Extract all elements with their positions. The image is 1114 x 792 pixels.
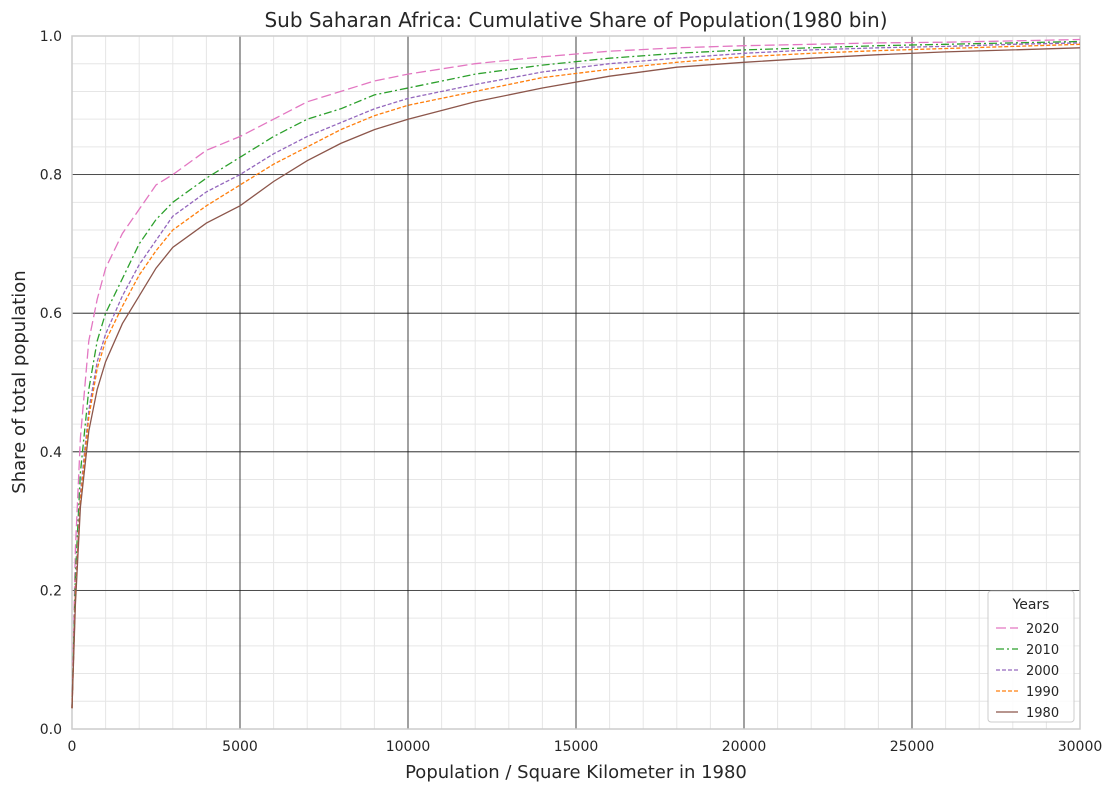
y-tick-label: 0.2 — [40, 583, 62, 599]
x-tick-label: 30000 — [1058, 739, 1103, 755]
plot-frame — [71, 35, 1081, 730]
y-tick-label: 0.8 — [40, 168, 62, 184]
x-tick-label: 15000 — [554, 739, 599, 755]
y-tick-label: 0.0 — [40, 722, 62, 738]
legend-box — [987, 590, 1075, 723]
legend-label-1980: 1980 — [1026, 706, 1059, 721]
y-tick-label: 0.6 — [40, 306, 62, 322]
y-tick-label: 0.4 — [40, 445, 62, 461]
legend-label-1990: 1990 — [1026, 685, 1059, 700]
x-axis-label: Population / Square Kilometer in 1980 — [405, 762, 747, 783]
y-tick-label: 1.0 — [40, 29, 62, 45]
legend-label-2010: 2010 — [1026, 643, 1059, 658]
y-axis-label: Share of total population — [9, 270, 30, 493]
series-line-2000 — [71, 42, 1081, 709]
series-line-2010 — [71, 40, 1081, 709]
series-line-1980 — [71, 47, 1081, 709]
x-tick-label: 5000 — [222, 739, 258, 755]
series-line-2020 — [71, 38, 1081, 709]
chart-title: Sub Saharan Africa: Cumulative Share of … — [264, 8, 887, 32]
x-tick-label: 20000 — [722, 739, 767, 755]
legend-label-2000: 2000 — [1026, 664, 1059, 679]
plot-area: 0 5000 10000 15000 20000 25000 30000 0.0 0.2 0.4 0… — [40, 29, 1103, 755]
legend-title: Years — [1012, 597, 1050, 613]
legend-label-2020: 2020 — [1026, 622, 1059, 637]
x-tick-label: 10000 — [386, 739, 431, 755]
x-tick-label: 25000 — [890, 739, 935, 755]
x-tick-label: 0 — [68, 739, 77, 755]
series-line-1990 — [71, 43, 1081, 709]
